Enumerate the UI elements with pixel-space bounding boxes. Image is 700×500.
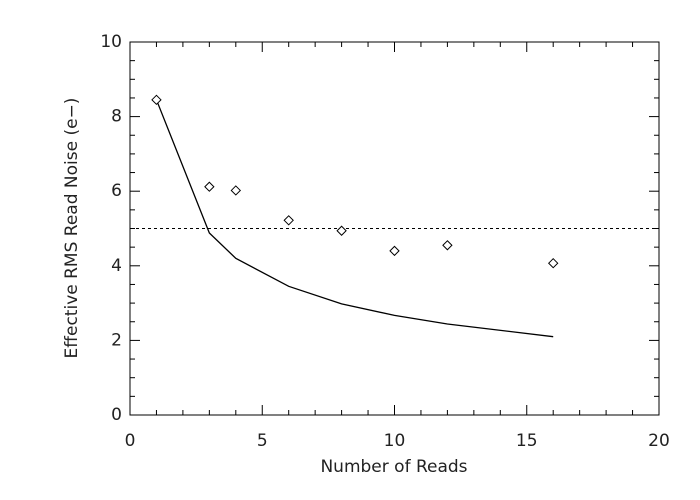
y-tick-label: 8 <box>111 107 122 127</box>
y-tick-label: 2 <box>111 330 122 350</box>
data-point <box>204 181 215 192</box>
data-point <box>442 240 453 251</box>
x-tick-label: 15 <box>516 431 538 451</box>
x-tick-label: 0 <box>125 431 136 451</box>
data-point <box>283 215 294 226</box>
data-point <box>230 185 242 196</box>
y-tick-label: 4 <box>111 256 122 276</box>
y-tick-label: 10 <box>100 32 122 52</box>
x-tick-label: 10 <box>384 431 406 451</box>
data-point <box>336 225 347 236</box>
x-tick-label: 5 <box>257 431 268 451</box>
y-tick-label: 6 <box>111 181 122 201</box>
data-point <box>389 245 400 257</box>
y-axis-label: Effective RMS Read Noise (e−) <box>62 98 82 359</box>
x-axis-label: Number of Reads <box>320 457 467 477</box>
data-line <box>155 99 554 338</box>
x-tick-label: 20 <box>648 431 670 451</box>
y-tick-label: 0 <box>111 405 122 425</box>
data-point <box>151 94 162 106</box>
data-point <box>547 257 559 269</box>
